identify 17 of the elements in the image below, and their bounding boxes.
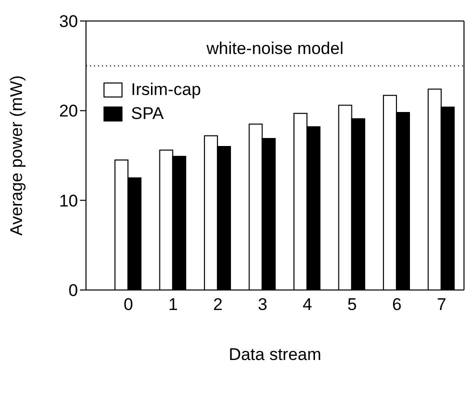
y-tick-label: 0 [68, 281, 78, 300]
legend-label: SPA [131, 104, 164, 124]
ref-line-label: white-noise model [205, 38, 344, 58]
x-tick-label: 6 [392, 295, 402, 314]
x-tick-label: 4 [302, 295, 312, 314]
x-tick-label: 2 [213, 295, 223, 314]
x-tick-label: 5 [347, 295, 357, 314]
x-tick-label: 7 [436, 295, 446, 314]
y-tick-label: 20 [59, 102, 78, 121]
x-tick-label: 3 [258, 295, 268, 314]
x-axis-title: Data stream [228, 345, 322, 364]
x-tick-label: 1 [168, 295, 178, 314]
y-axis-title: Average power (mW) [7, 75, 26, 236]
legend-label: Irsim-cap [131, 80, 201, 100]
x-tick-label: 0 [124, 295, 134, 314]
y-tick-label: 10 [59, 191, 78, 210]
y-tick-label: 30 [59, 12, 78, 32]
